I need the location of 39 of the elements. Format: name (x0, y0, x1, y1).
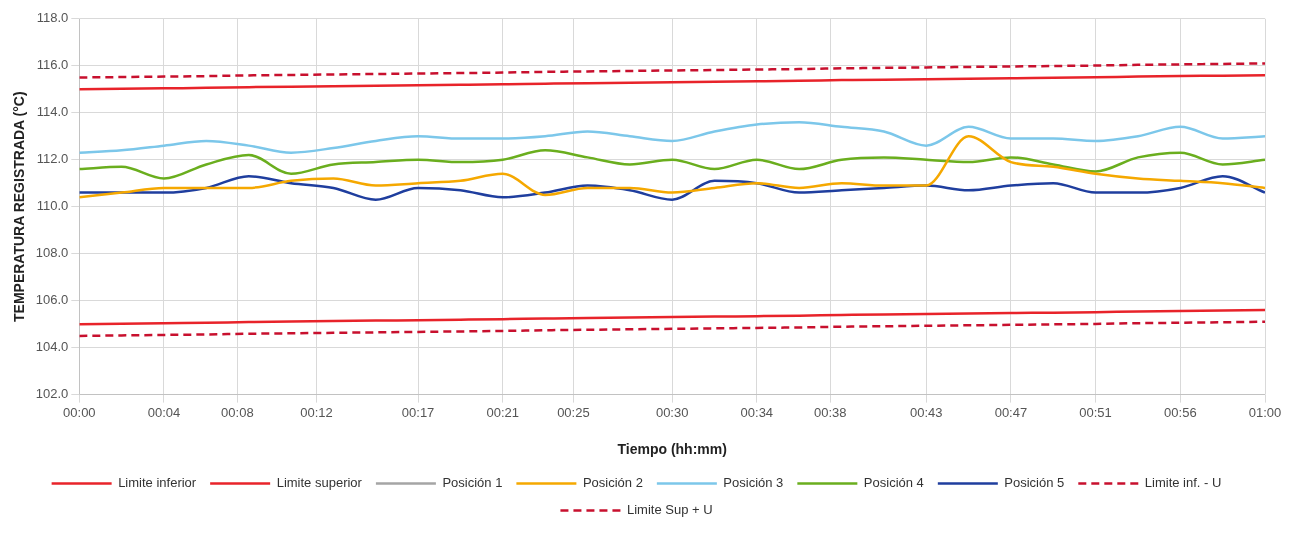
line-series (79, 308, 1265, 326)
x-tick-label: 00:47 (994, 404, 1028, 420)
y-tick-label: 102.0 (35, 386, 69, 402)
legend-label: Posición 5 (1004, 475, 1065, 491)
line-series (79, 320, 1265, 338)
legend-label: Posición 2 (582, 475, 643, 491)
x-tick-label: 00:51 (1079, 404, 1112, 420)
x-tick-label: 00:38 (813, 404, 847, 420)
y-tick-label: 104.0 (35, 339, 69, 355)
x-axis-title: Tiempo (hh:mm) (617, 441, 727, 458)
legend-label: Limite inferior (118, 475, 197, 491)
y-tick-label: 106.0 (35, 292, 69, 308)
x-tick-label: 01:00 (1248, 404, 1282, 420)
y-tick-label: 110.0 (36, 198, 69, 214)
legend-label: Posición 1 (442, 475, 503, 491)
legend-label: Limite inf. - U (1144, 475, 1222, 491)
legend-label: Posición 3 (723, 475, 784, 491)
x-tick-label: 00:08 (221, 404, 254, 420)
y-tick-label: 112.0 (36, 151, 69, 167)
x-tick-label: 00:34 (740, 404, 774, 420)
x-tick-label: 00:43 (909, 404, 943, 420)
x-tick-label: 00:21 (486, 404, 520, 420)
y-axis-title: TEMPERATURA REGISTRADA (°C) (11, 91, 28, 323)
y-tick-label: 116.0 (36, 57, 69, 73)
x-tick-label: 00:00 (63, 404, 96, 420)
x-tick-label: 00:30 (655, 404, 689, 420)
x-tick-label: 00:04 (147, 404, 181, 420)
line-series (79, 120, 1265, 154)
x-tick-label: 00:25 (557, 404, 590, 420)
x-tick-label: 00:12 (300, 404, 333, 420)
y-tick-label: 114.0 (36, 104, 69, 120)
legend-label: Limite Sup + U (626, 502, 713, 518)
legend-label: Limite superior (276, 475, 363, 491)
x-tick-label: 00:17 (401, 404, 435, 420)
y-tick-label: 108.0 (35, 245, 69, 261)
line-series (79, 73, 1265, 91)
x-tick-label: 00:56 (1164, 404, 1197, 420)
y-tick-label: 118.0 (36, 10, 69, 26)
legend-label: Posición 4 (863, 475, 924, 491)
